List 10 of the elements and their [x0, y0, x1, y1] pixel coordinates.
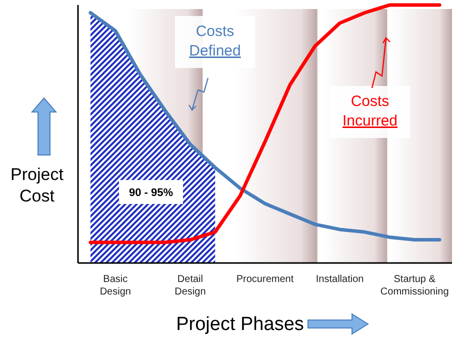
- x-tick-label: Installation: [316, 274, 364, 285]
- x-tick-label: Basic Design: [100, 274, 131, 298]
- annotation: Costs Defined: [189, 23, 241, 60]
- x-tick-label: Startup & Commissioning: [380, 274, 449, 298]
- x-tick-label: Detail Design: [174, 274, 206, 298]
- y-axis-title: Project Cost: [10, 165, 64, 206]
- x-tick-label: Procurement: [236, 274, 294, 285]
- annotation: Costs Incurred: [342, 93, 398, 130]
- annotation: 90 - 95%: [128, 187, 174, 199]
- x-axis-title: Project Phases: [176, 314, 304, 335]
